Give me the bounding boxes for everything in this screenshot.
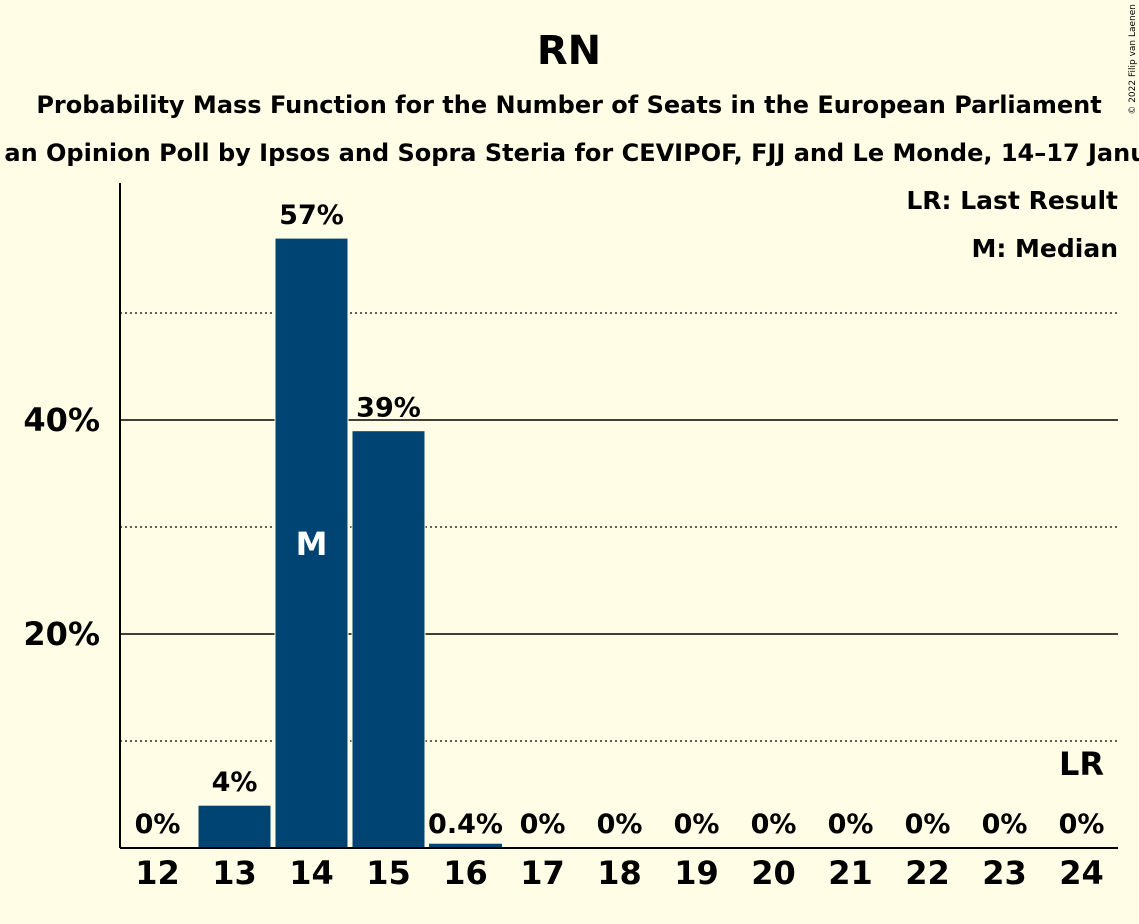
bar [197, 804, 272, 849]
bar-value-label: 39% [356, 393, 421, 424]
bar [351, 430, 426, 849]
bar-value-label: 0.4% [428, 809, 503, 840]
x-tick-label: 15 [366, 854, 411, 892]
bar [429, 843, 502, 848]
bar [274, 237, 349, 849]
chart-subtitle: Probability Mass Function for the Number… [36, 91, 1101, 119]
x-tick-label: 19 [674, 854, 719, 892]
y-tick-label: 40% [23, 401, 100, 439]
bar-value-label: 0% [751, 809, 797, 840]
x-tick-label: 20 [751, 854, 796, 892]
bar-labels: 0% 4% 57% M 39% 0.4% 0% 0% 0% 0% 0% 0% 0% 0% LR [135, 200, 1105, 840]
x-tick-label: 24 [1059, 854, 1104, 892]
x-tick-label: 18 [597, 854, 642, 892]
legend-median: M: Median [971, 234, 1118, 263]
x-tick-label: 14 [289, 854, 334, 892]
x-tick-label: 16 [443, 854, 488, 892]
x-tick-label: 12 [135, 854, 180, 892]
chart-subtitle-2: Based on an Opinion Poll by Ipsos and So… [0, 139, 1139, 167]
gridlines [120, 312, 1118, 742]
median-marker: M [296, 525, 328, 563]
bar-value-label: 0% [828, 809, 874, 840]
bar-value-label: 0% [597, 809, 643, 840]
x-tick-labels: 12 13 14 15 16 17 18 19 20 21 22 23 24 [135, 854, 1104, 892]
last-result-marker: LR [1059, 745, 1104, 783]
x-tick-label: 17 [520, 854, 565, 892]
x-tick-label: 13 [212, 854, 257, 892]
bar-value-label: 0% [1059, 809, 1105, 840]
bar-value-label: 0% [520, 809, 566, 840]
copyright: © 2022 Filip van Laenen [1128, 4, 1138, 115]
bar-value-label: 57% [279, 200, 344, 231]
bar-value-label: 0% [905, 809, 951, 840]
y-tick-label: 20% [23, 615, 100, 653]
legend-last-result: LR: Last Result [906, 186, 1118, 215]
bars [197, 237, 502, 849]
x-tick-label: 22 [905, 854, 950, 892]
chart-title: RN [537, 28, 601, 74]
bar-value-label: 0% [674, 809, 720, 840]
x-tick-label: 23 [982, 854, 1027, 892]
x-tick-label: 21 [828, 854, 873, 892]
bar-value-label: 0% [982, 809, 1028, 840]
bar-value-label: 0% [135, 809, 181, 840]
bar-value-label: 4% [212, 767, 258, 798]
y-tick-labels: 20% 40% [23, 401, 100, 653]
